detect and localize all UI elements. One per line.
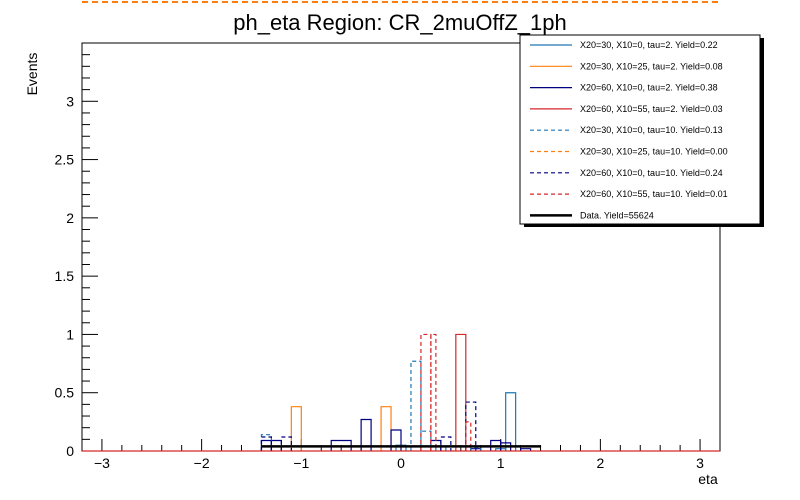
legend-label: X20=30, X10=25, tau=10. Yield=0.00 [580, 147, 728, 157]
series-1 [290, 406, 392, 451]
x-tick-label: 2 [596, 455, 604, 471]
chart-title: ph_eta Region: CR_2muOffZ_1ph [233, 10, 566, 35]
histogram-series [82, 333, 720, 452]
histogram-bin [520, 448, 532, 451]
y-tick-labels: 0 0.5 1 1.5 2 2.5 3 [55, 93, 75, 459]
legend-label: X20=60, X10=55, tau=2. Yield=0.03 [580, 104, 723, 114]
legend-label: X20=30, X10=0, tau=2. Yield=0.22 [580, 40, 718, 50]
histogram-bin [290, 406, 302, 451]
histogram-bin [260, 436, 273, 451]
legend-label: Data. Yield=55624 [580, 210, 654, 220]
series-7 [420, 333, 472, 451]
legend-label: X20=30, X10=0, tau=10. Yield=0.13 [580, 125, 723, 135]
histogram-bin [360, 418, 372, 451]
histogram-bin [420, 333, 432, 451]
x-axis-label: eta [698, 471, 718, 487]
series-6 [260, 401, 477, 451]
histogram-bin [420, 430, 432, 451]
y-tick-label: 3 [66, 93, 74, 109]
x-tick-label: 1 [497, 455, 505, 471]
y-tick-label: 2 [66, 210, 74, 226]
legend-label: X20=60, X10=55, tau=10. Yield=0.01 [580, 189, 728, 199]
x-tick-label: −2 [194, 455, 210, 471]
legend-label: X20=30, X10=25, tau=2. Yield=0.08 [580, 61, 723, 71]
y-tick-label: 1.5 [55, 268, 75, 284]
histogram-bin [390, 429, 402, 451]
series-3 [455, 333, 467, 451]
legend: X20=30, X10=0, tau=2. Yield=0.22 X20=30, … [519, 34, 764, 227]
histogram-bin [455, 333, 467, 451]
x-tick-label: −1 [293, 455, 309, 471]
y-tick-label: 0.5 [55, 385, 75, 401]
histogram-bin [380, 406, 392, 451]
x-tick-label: 0 [397, 455, 405, 471]
x-tick-label: 3 [696, 455, 704, 471]
legend-items: X20=30, X10=0, tau=2. Yield=0.22 X20=30, … [530, 40, 728, 220]
y-axis-label: Events [24, 53, 40, 96]
x-tick-labels: −3 −2 −1 0 1 2 3 [94, 455, 704, 471]
legend-label: X20=60, X10=0, tau=10. Yield=0.24 [580, 168, 723, 178]
legend-label: X20=60, X10=0, tau=2. Yield=0.38 [580, 83, 718, 93]
histogram-bin [465, 421, 472, 451]
histogram-bin [440, 436, 452, 451]
y-tick-label: 2.5 [55, 152, 75, 168]
histogram-bin [280, 436, 292, 451]
histogram-bin [410, 360, 422, 451]
y-tick-label: 1 [66, 326, 74, 342]
x-tick-label: −3 [94, 455, 110, 471]
histogram-bin [430, 333, 437, 451]
histogram-bin [505, 392, 517, 451]
y-tick-label: 0 [66, 443, 74, 459]
